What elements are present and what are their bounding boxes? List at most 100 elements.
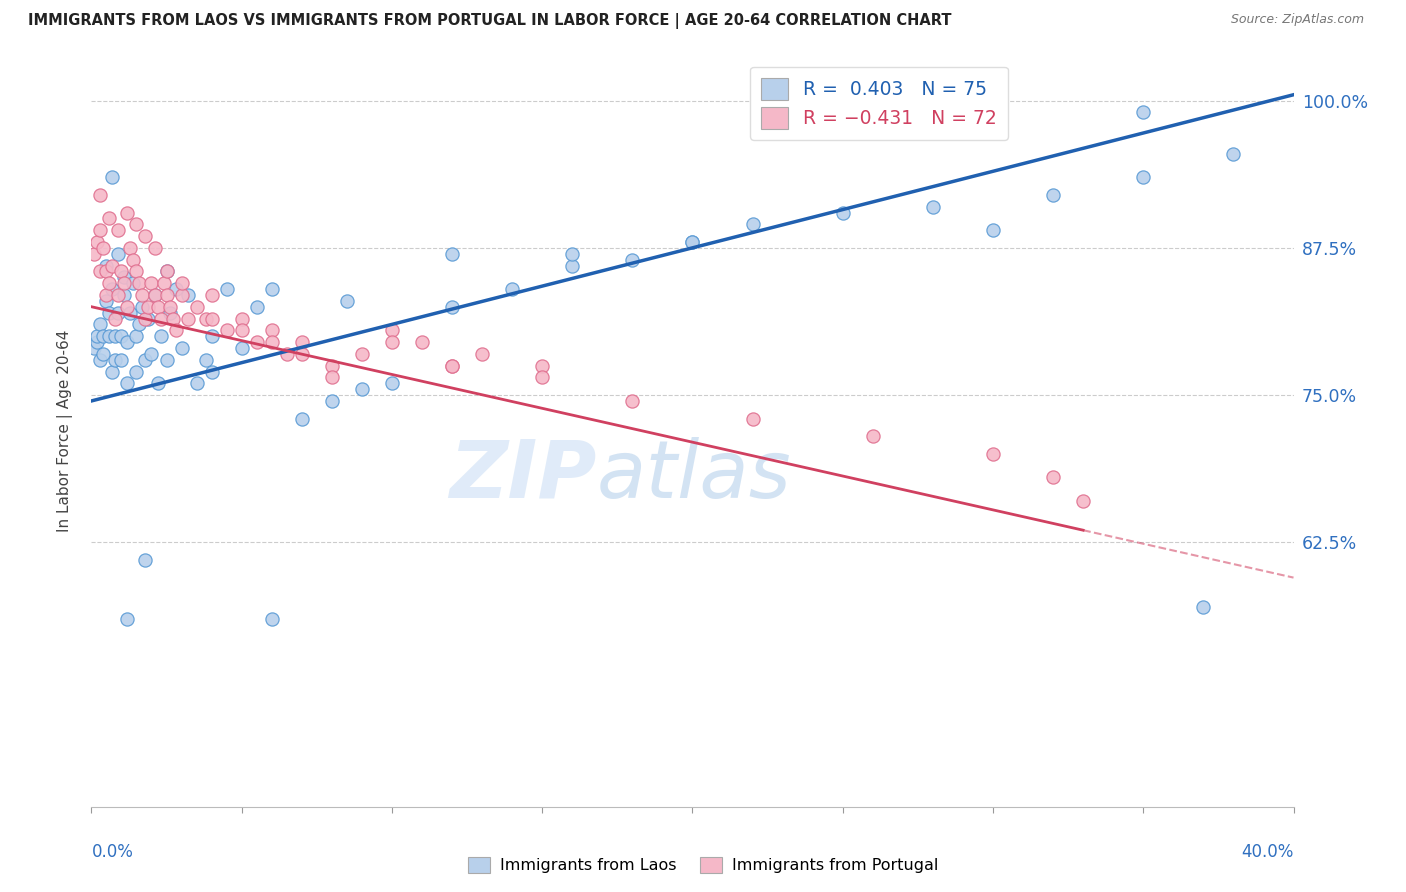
- Point: [110, 264, 132, 278]
- Point: [411, 334, 433, 349]
- Point: [922, 200, 945, 214]
- Point: [86, 334, 108, 349]
- Point: [215, 282, 238, 296]
- Point: [1042, 470, 1064, 484]
- Point: [86, 329, 108, 343]
- Point: [89, 352, 111, 367]
- Point: [143, 288, 166, 302]
- Point: [155, 264, 177, 278]
- Point: [336, 293, 359, 308]
- Point: [276, 347, 298, 361]
- Point: [134, 553, 156, 567]
- Point: [98, 329, 121, 343]
- Point: [93, 347, 115, 361]
- Point: [83, 341, 105, 355]
- Point: [350, 382, 373, 396]
- Point: [621, 252, 644, 267]
- Point: [125, 264, 148, 278]
- Point: [440, 246, 463, 260]
- Point: [114, 270, 136, 285]
- Point: [134, 311, 156, 326]
- Point: [231, 323, 253, 337]
- Point: [350, 347, 373, 361]
- Point: [246, 300, 269, 314]
- Point: [381, 323, 404, 337]
- Text: 0.0%: 0.0%: [91, 843, 134, 861]
- Point: [134, 352, 156, 367]
- Point: [1132, 105, 1154, 120]
- Point: [125, 329, 148, 343]
- Point: [246, 334, 269, 349]
- Point: [165, 323, 187, 337]
- Legend: R =  0.403   N = 75, R = −0.431   N = 72: R = 0.403 N = 75, R = −0.431 N = 72: [751, 67, 1008, 140]
- Point: [741, 411, 763, 425]
- Text: ZIP: ZIP: [449, 436, 596, 515]
- Point: [131, 300, 153, 314]
- Point: [440, 359, 463, 373]
- Point: [117, 334, 139, 349]
- Point: [201, 329, 224, 343]
- Point: [440, 359, 463, 373]
- Point: [291, 334, 314, 349]
- Point: [101, 282, 124, 296]
- Point: [176, 288, 198, 302]
- Point: [86, 235, 108, 249]
- Text: atlas: atlas: [596, 436, 792, 515]
- Point: [122, 252, 145, 267]
- Point: [107, 223, 129, 237]
- Point: [89, 223, 111, 237]
- Point: [93, 329, 115, 343]
- Point: [201, 311, 224, 326]
- Point: [96, 288, 118, 302]
- Point: [155, 352, 177, 367]
- Point: [114, 288, 136, 302]
- Point: [149, 311, 172, 326]
- Text: Source: ZipAtlas.com: Source: ZipAtlas.com: [1230, 13, 1364, 27]
- Point: [117, 376, 139, 391]
- Point: [96, 293, 118, 308]
- Point: [120, 241, 142, 255]
- Point: [96, 259, 118, 273]
- Point: [128, 276, 150, 290]
- Point: [149, 329, 172, 343]
- Point: [120, 305, 142, 319]
- Point: [104, 311, 127, 326]
- Point: [194, 352, 217, 367]
- Text: IMMIGRANTS FROM LAOS VS IMMIGRANTS FROM PORTUGAL IN LABOR FORCE | AGE 20-64 CORR: IMMIGRANTS FROM LAOS VS IMMIGRANTS FROM …: [28, 13, 952, 29]
- Point: [1192, 600, 1215, 615]
- Point: [291, 411, 314, 425]
- Point: [107, 246, 129, 260]
- Point: [201, 364, 224, 378]
- Point: [83, 246, 105, 260]
- Point: [1071, 494, 1094, 508]
- Point: [146, 300, 169, 314]
- Point: [194, 311, 217, 326]
- Point: [125, 364, 148, 378]
- Point: [231, 311, 253, 326]
- Point: [117, 300, 139, 314]
- Legend: Immigrants from Laos, Immigrants from Portugal: Immigrants from Laos, Immigrants from Po…: [461, 850, 945, 880]
- Point: [98, 276, 121, 290]
- Point: [681, 235, 703, 249]
- Point: [260, 334, 283, 349]
- Point: [89, 318, 111, 332]
- Point: [381, 334, 404, 349]
- Point: [201, 288, 224, 302]
- Point: [321, 393, 343, 408]
- Point: [170, 288, 193, 302]
- Point: [110, 329, 132, 343]
- Point: [114, 276, 136, 290]
- Point: [96, 264, 118, 278]
- Point: [471, 347, 494, 361]
- Point: [186, 376, 208, 391]
- Point: [321, 359, 343, 373]
- Point: [260, 612, 283, 626]
- Point: [93, 241, 115, 255]
- Point: [155, 264, 177, 278]
- Point: [1042, 187, 1064, 202]
- Point: [101, 259, 124, 273]
- Point: [141, 347, 163, 361]
- Point: [681, 235, 703, 249]
- Point: [143, 288, 166, 302]
- Point: [89, 264, 111, 278]
